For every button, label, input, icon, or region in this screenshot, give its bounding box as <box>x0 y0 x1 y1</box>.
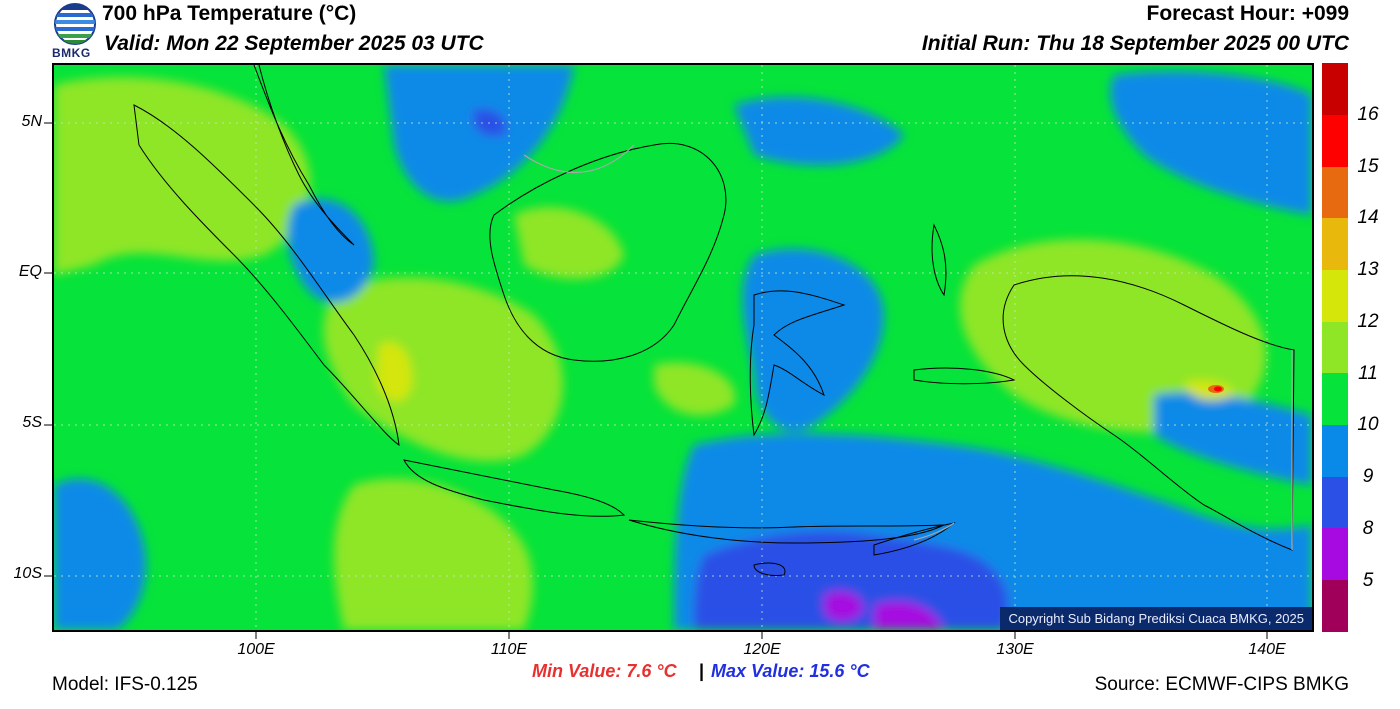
colorbar-label-12: 12 <box>1357 311 1379 332</box>
sulawesi-coast <box>749 290 846 437</box>
colorbar-swatch-17 <box>1322 63 1348 115</box>
colorbar-label-9: 9 <box>1362 466 1374 487</box>
colorbar-swatch-9 <box>1322 477 1348 528</box>
lat-label-eq: EQ <box>18 263 42 280</box>
colorbar-label-10: 10 <box>1357 414 1379 435</box>
max-value: Max Value: 15.6 °C <box>711 661 870 681</box>
chart-title: 700 hPa Temperature (°C) <box>102 2 357 25</box>
sumatra-coast <box>133 104 400 447</box>
min-value: Min Value: 7.6 °C <box>532 661 677 681</box>
lon-label-110e: 110E <box>490 641 528 658</box>
halmahera-coast <box>931 223 947 297</box>
lon-label-130e: 130E <box>996 641 1034 658</box>
colorbar-swatch-11 <box>1322 373 1348 425</box>
colorbar <box>1322 63 1348 632</box>
sumba-coast <box>753 562 786 576</box>
temperature-field <box>54 65 1312 630</box>
lon-ticks <box>255 632 1268 639</box>
colorbar-label-13: 13 <box>1357 259 1379 280</box>
minmax-separator: | <box>699 661 705 681</box>
forecast-hour: Forecast Hour: +099 <box>1146 2 1350 25</box>
lat-ticks <box>44 122 53 577</box>
lat-label-5s: 5S <box>22 414 42 431</box>
borneo-coast <box>489 143 727 362</box>
malay-coast <box>253 65 355 246</box>
colorbar-swatch-5 <box>1322 580 1348 632</box>
colorbar-label-16: 16 <box>1357 104 1379 125</box>
lon-label-120e: 120E <box>743 641 781 658</box>
colorbar-swatch-13 <box>1322 270 1348 322</box>
logo-text: BMKG <box>52 46 91 60</box>
colorbar-label-14: 14 <box>1357 207 1379 228</box>
bmkg-globe-icon <box>54 3 96 45</box>
colorbar-label-11: 11 <box>1358 363 1378 384</box>
colorbar-label-5: 5 <box>1362 570 1374 591</box>
lon-label-100e: 100E <box>237 641 275 658</box>
valid-time: Valid: Mon 22 September 2025 03 UTC <box>104 32 484 55</box>
colorbar-swatch-8 <box>1322 528 1348 580</box>
colorbar-swatch-10 <box>1322 425 1348 477</box>
model-label: Model: IFS-0.125 <box>52 674 198 695</box>
colorbar-swatch-16 <box>1322 115 1348 167</box>
new-guinea-coast <box>1002 275 1295 551</box>
java-coast <box>403 459 626 517</box>
lon-label-140e: 140E <box>1248 641 1286 658</box>
seram-coast <box>913 367 1016 385</box>
coastlines <box>133 65 1295 576</box>
graticule <box>54 65 1312 630</box>
initial-run: Initial Run: Thu 18 September 2025 00 UT… <box>921 32 1349 55</box>
source-label: Source: ECMWF-CIPS BMKG <box>1094 674 1349 695</box>
temperature-map: Copyright Sub Bidang Prediksi Cuaca BMKG… <box>52 63 1314 632</box>
colorbar-swatch-12 <box>1322 322 1348 373</box>
colorbar-swatch-15 <box>1322 167 1348 218</box>
country-borders <box>523 144 1293 550</box>
lat-label-5n: 5N <box>21 113 42 130</box>
colorbar-label-15: 15 <box>1357 156 1379 177</box>
copyright-notice: Copyright Sub Bidang Prediksi Cuaca BMKG… <box>1000 607 1312 630</box>
colorbar-label-8: 8 <box>1362 518 1374 539</box>
lat-label-10s: 10S <box>13 565 42 582</box>
colorbar-swatch-14 <box>1322 218 1348 270</box>
bmkg-logo: BMKG <box>50 2 100 60</box>
